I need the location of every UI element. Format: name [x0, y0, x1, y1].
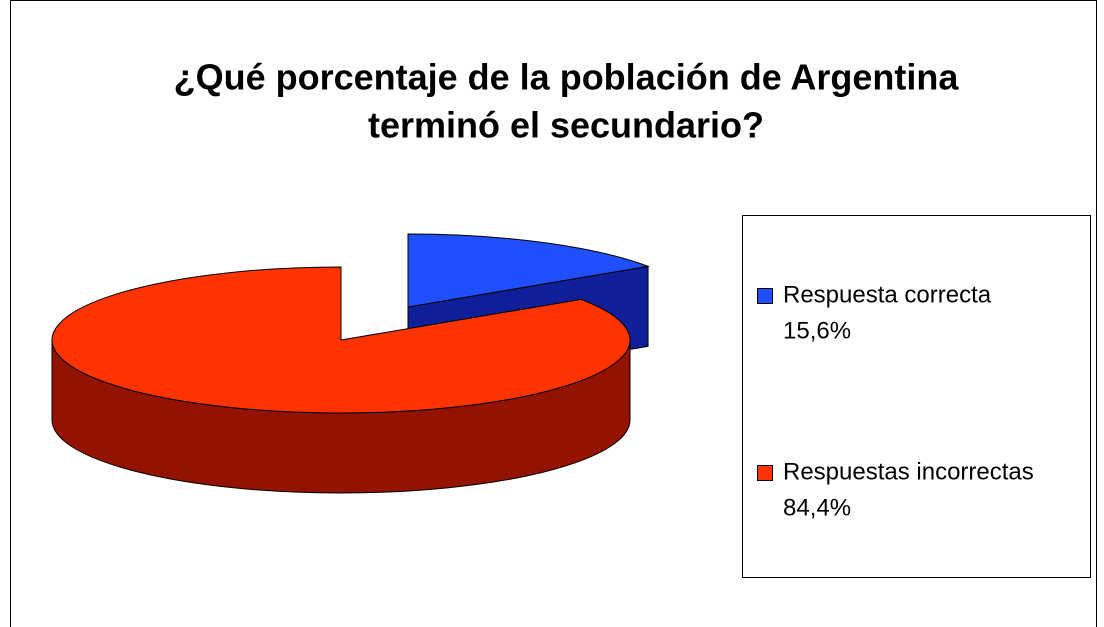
legend-value: 15,6% [783, 317, 851, 344]
chart-title: terminó el secundario? [368, 105, 764, 146]
legend-value: 84,4% [783, 494, 851, 521]
chart-title: ¿Qué porcentaje de la población de Argen… [174, 57, 960, 98]
legend-swatch [757, 288, 773, 304]
slice-top [51, 266, 631, 414]
legend-swatch [757, 465, 773, 481]
slice-top [407, 233, 650, 308]
legend-label: Respuestas incorrectas [783, 458, 1034, 485]
legend-label: Respuesta correcta [783, 281, 992, 308]
legend-box [742, 215, 1091, 578]
